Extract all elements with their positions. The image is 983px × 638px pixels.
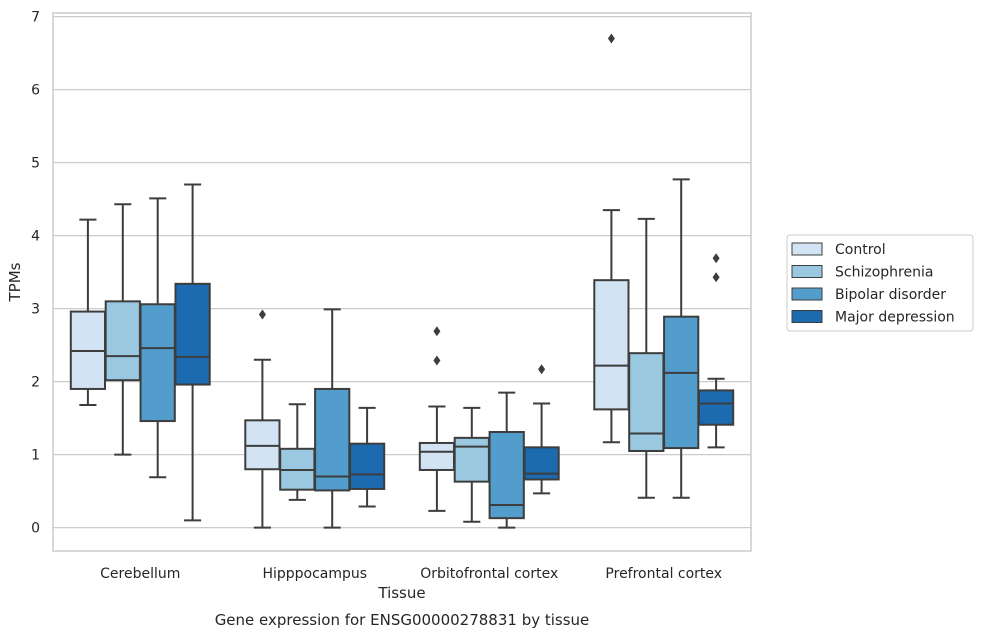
box-body <box>523 446 560 481</box>
box <box>69 218 107 407</box>
y-tick-label: 1 <box>31 448 40 464</box>
outlier-point <box>258 309 266 320</box>
box-body <box>418 441 456 471</box>
y-axis-label: TPMs <box>6 262 24 302</box>
legend-swatch <box>791 310 823 323</box>
y-tick-labels: 0 1 2 3 4 5 6 7 <box>31 10 40 537</box>
outlier-point <box>712 253 720 264</box>
box <box>663 178 700 499</box>
box <box>104 203 141 456</box>
y-tick-label: 0 <box>31 521 40 537</box>
box-body <box>244 419 281 471</box>
outlier-point <box>433 355 441 366</box>
x-tick-label: Orbitofrontal cortex <box>420 566 558 582</box>
legend-item: Major depression <box>791 310 955 326</box>
box-body <box>314 387 351 492</box>
series-schizophrenia <box>104 203 665 523</box>
box <box>348 406 386 508</box>
box-body <box>593 279 630 411</box>
legend-frame <box>786 234 974 332</box>
box <box>453 406 490 523</box>
plot-background <box>53 13 751 551</box>
outlier-point <box>433 326 441 337</box>
legend-item: Control <box>791 242 886 258</box>
y-tick-label: 6 <box>31 83 40 99</box>
box <box>244 309 281 529</box>
outlier-point <box>712 272 720 283</box>
box <box>523 364 560 495</box>
box <box>488 391 525 529</box>
series-major-depression <box>174 183 735 522</box>
legend-label: Bipolar disorder <box>835 287 946 303</box>
box <box>697 253 735 449</box>
chart-caption: Gene expression for ENSG00000278831 by t… <box>215 611 590 629</box>
box-body <box>488 431 525 520</box>
x-tick-labels: Cerebellum Hipppocampus Orbitofrontal cort… <box>100 566 722 582</box>
legend-label: Schizophrenia <box>835 265 933 281</box>
x-tick-label: Prefrontal cortex <box>605 566 722 582</box>
box <box>418 326 456 512</box>
legend-item: Schizophrenia <box>791 265 933 281</box>
legend-swatch <box>791 265 823 278</box>
outlier-point <box>538 364 546 375</box>
series-bipolar-disorder <box>139 178 700 529</box>
box <box>174 183 211 522</box>
y-tick-label: 5 <box>31 156 40 172</box>
box-body <box>174 282 211 386</box>
legend: Control Schizophrenia Bipolar disorder Majo… <box>786 234 974 332</box>
legend-label: Major depression <box>835 310 955 326</box>
legend-label: Control <box>835 242 886 258</box>
x-tick-label: Cerebellum <box>100 566 180 582</box>
x-tick-label: Hipppocampus <box>262 566 367 582</box>
box-body <box>697 389 735 426</box>
box-body <box>453 436 490 483</box>
box-body <box>104 300 141 382</box>
box-body <box>139 303 176 423</box>
y-tick-label: 7 <box>31 10 40 26</box>
legend-swatch <box>791 287 823 301</box>
box <box>593 33 630 444</box>
box-body <box>663 315 700 450</box>
x-axis-label: Tissue <box>377 584 425 602</box>
box-plot-series <box>69 33 735 529</box>
legend-item: Bipolar disorder <box>791 287 946 303</box>
legend-swatch <box>791 242 823 256</box>
y-tick-label: 3 <box>31 302 40 318</box>
outlier-point <box>607 33 615 44</box>
y-tick-label: 4 <box>31 229 40 245</box>
box-body <box>348 442 386 490</box>
plot-frame <box>52 12 752 552</box>
box-body <box>628 352 665 452</box>
box <box>314 308 351 529</box>
series-control <box>69 33 630 529</box>
y-tick-label: 2 <box>31 375 40 391</box>
box <box>139 197 176 479</box>
box <box>279 403 316 501</box>
